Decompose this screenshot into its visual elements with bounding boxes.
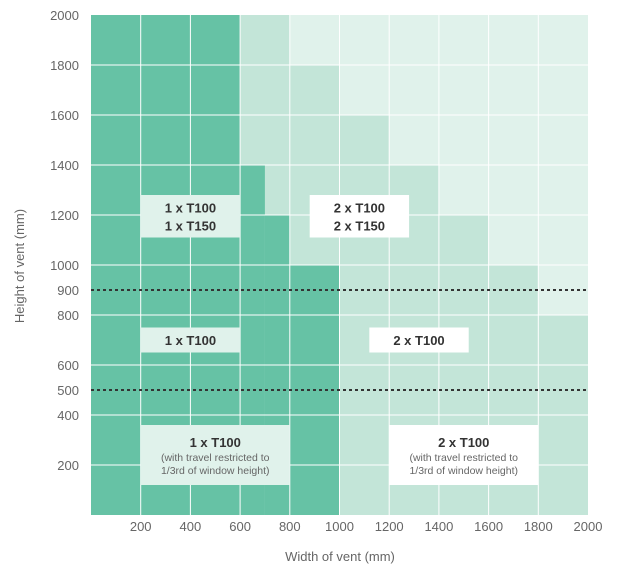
label-text: 2 x T100 <box>334 200 385 215</box>
label-subtext: 1/3rd of window height) <box>161 465 270 477</box>
label-box <box>369 327 469 353</box>
label-group: 1 x T100 (with travel restricted to1/3rd … <box>140 425 290 485</box>
y-tick-label: 200 <box>57 458 79 473</box>
x-tick-label: 1400 <box>424 519 453 534</box>
label-subtext: (with travel restricted to <box>161 452 270 464</box>
label-subtext: 1/3rd of window height) <box>409 465 518 477</box>
y-tick-label: 400 <box>57 408 79 423</box>
label-box <box>309 195 410 238</box>
label-subtext: (with travel restricted to <box>409 452 518 464</box>
label-box <box>140 327 241 353</box>
y-tick-label: 1200 <box>50 208 79 223</box>
label-group: 2 x T100 (with travel restricted to1/3rd … <box>389 425 539 485</box>
x-axis-ticks: 200 400 600 800 1000 1200 1400 1600 1800 2000 <box>130 519 603 534</box>
y-tick-label: 800 <box>57 308 79 323</box>
y-tick-label: 1600 <box>50 108 79 123</box>
y-tick-label: 1800 <box>50 58 79 73</box>
y-tick-label: 600 <box>57 358 79 373</box>
y-tick-label: 2000 <box>50 8 79 23</box>
label-layer: 1 x T100 1 x T150 2 x T100 2 x T150 1 x T100… <box>140 195 539 485</box>
x-tick-label: 600 <box>229 519 251 534</box>
label-group: 1 x T100 1 x T150 <box>140 195 241 238</box>
label-text: 1 x T150 <box>165 218 216 233</box>
x-tick-label: 200 <box>130 519 152 534</box>
label-text: 1 x T100 <box>190 435 241 450</box>
label-box <box>389 425 539 485</box>
y-tick-label: 900 <box>57 283 79 298</box>
y-tick-label: 1000 <box>50 258 79 273</box>
x-tick-label: 800 <box>279 519 301 534</box>
label-text: 1 x T100 <box>165 333 216 348</box>
label-text: 2 x T150 <box>334 218 385 233</box>
y-axis-title: Height of vent (mm) <box>12 209 27 323</box>
x-tick-label: 1000 <box>325 519 354 534</box>
label-group: 2 x T100 2 x T150 <box>309 195 410 238</box>
label-group: 1 x T100 <box>140 327 241 353</box>
x-tick-label: 1800 <box>524 519 553 534</box>
y-tick-label: 1400 <box>50 158 79 173</box>
label-box <box>140 425 290 485</box>
x-tick-label: 1200 <box>375 519 404 534</box>
x-tick-label: 2000 <box>574 519 603 534</box>
x-axis-title: Width of vent (mm) <box>285 549 395 564</box>
zone-two-actuator <box>240 15 290 165</box>
x-tick-label: 400 <box>180 519 202 534</box>
reference-lines <box>91 289 588 391</box>
x-tick-label: 1600 <box>474 519 503 534</box>
label-text: 2 x T100 <box>438 435 489 450</box>
label-text: 1 x T100 <box>165 200 216 215</box>
label-group: 2 x T100 <box>369 327 469 353</box>
y-tick-label: 500 <box>57 383 79 398</box>
label-text: 2 x T100 <box>393 333 444 348</box>
label-box <box>140 195 241 238</box>
y-axis-ticks: 2000 1800 1600 1400 1200 1000 900 800 600 500 400 2… <box>50 8 79 473</box>
